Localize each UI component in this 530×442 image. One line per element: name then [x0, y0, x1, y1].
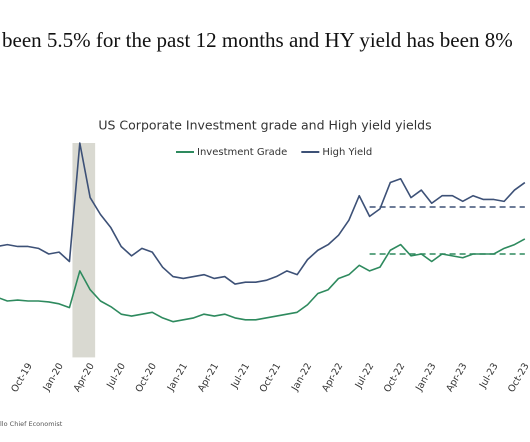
x-tick-label: Jul-20	[104, 361, 128, 391]
line-layer	[0, 142, 526, 323]
legend-label: Investment Grade	[197, 147, 287, 158]
source-note: llo Chief Economist	[0, 420, 63, 428]
x-tick-label: Apr-20	[72, 361, 97, 394]
headline: been 5.5% for the past 12 months and HY …	[2, 28, 513, 52]
x-tick-label: Apr-22	[320, 361, 345, 394]
x-tick-label: Oct-20	[134, 361, 160, 394]
x-tick-label: Jan-20	[41, 361, 66, 393]
reference-layer	[369, 206, 525, 255]
x-tick-label: Jul-23	[477, 361, 501, 391]
x-tick-label: Jan-23	[413, 361, 438, 393]
shaded-period	[72, 143, 96, 358]
x-tick-label: Jul-21	[229, 361, 253, 391]
x-tick-label: Oct-23	[506, 361, 530, 394]
x-tick-label: Oct-21	[258, 361, 284, 394]
x-tick-label: Jan-21	[165, 361, 190, 393]
legend-label: High Yield	[322, 147, 372, 158]
x-tick-label: Jul-22	[353, 361, 377, 391]
x-tick-label: Apr-23	[444, 361, 469, 394]
shade-layer	[72, 143, 96, 358]
axis-layer: Oct-19 Jan-20 Apr-20 Jul-20 Oct-20 Jan-21 Apr-…	[9, 361, 530, 394]
x-tick-label: Apr-21	[196, 361, 221, 394]
x-tick-label: Oct-19	[9, 361, 35, 394]
legend: Investment Grade High Yield	[176, 147, 372, 158]
chart-title: US Corporate Investment grade and High y…	[98, 118, 431, 133]
series-line	[0, 142, 526, 285]
x-tick-label: Jan-22	[289, 361, 314, 393]
x-tick-label: Oct-22	[382, 361, 408, 394]
series-line	[0, 238, 526, 323]
